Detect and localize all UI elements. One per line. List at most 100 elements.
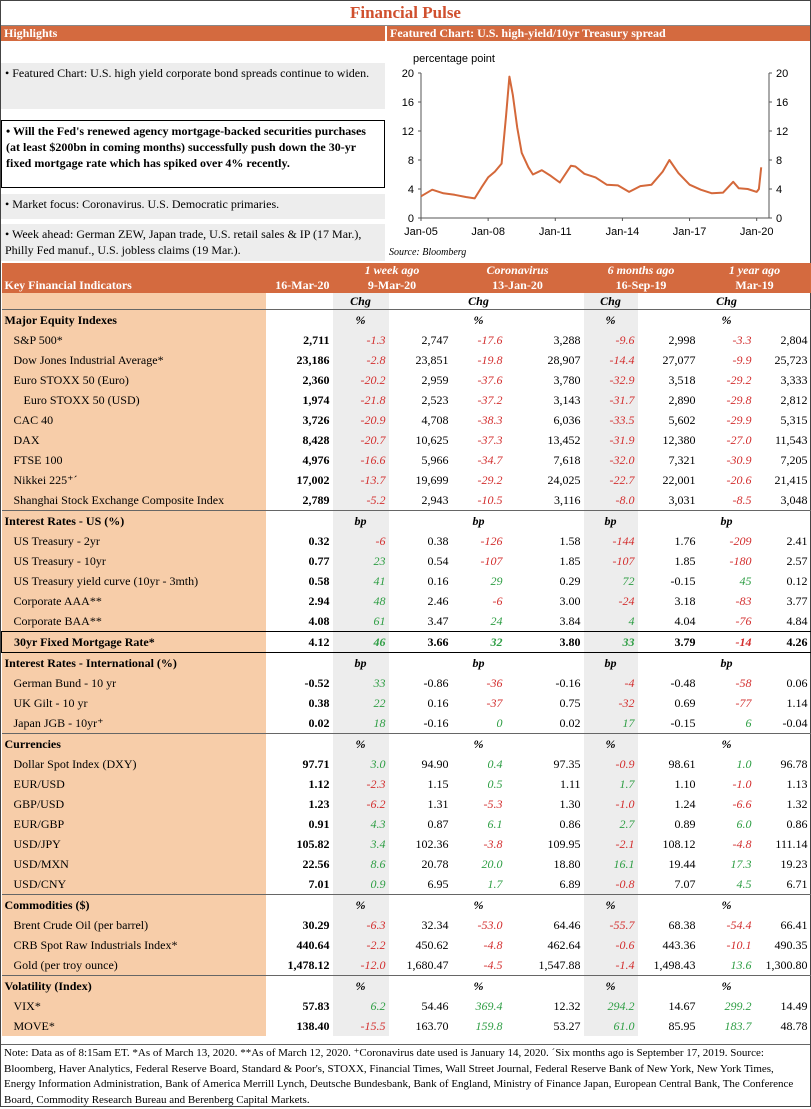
change-value: 20.0	[481, 856, 503, 871]
blank	[754, 894, 811, 915]
indicator-label: UK Gilt - 10 yr	[1, 693, 266, 713]
highlights-panel: • Featured Chart: U.S. high yield corpor…	[1, 41, 385, 261]
change-value: 45	[739, 573, 752, 588]
past-value: -0.48	[670, 675, 696, 690]
label-blank	[1, 293, 266, 310]
highlight-item: • Week ahead: German ZEW, Japan trade, U…	[1, 224, 385, 261]
past-value: 3.79	[637, 631, 699, 653]
indicator-label: US Treasury yield curve (10yr - 3mth)	[1, 571, 266, 591]
current-value: 8,428	[302, 432, 330, 447]
change-value: -0.8	[583, 874, 638, 895]
past-value: 1.85	[559, 553, 581, 568]
blank	[389, 293, 452, 310]
featured-chart-header: Featured Chart: U.S. high-yield/10yr Tre…	[387, 26, 810, 41]
change-value: -5.2	[332, 490, 389, 511]
past-value: 85.95	[668, 1018, 696, 1033]
past-value: 22,001	[662, 472, 696, 487]
change-value: -20.2	[332, 370, 389, 390]
change-value: 0.9	[332, 874, 389, 895]
past-value: 0.87	[427, 816, 449, 831]
past-value: 102.36	[415, 836, 449, 851]
blank	[505, 510, 584, 531]
blank	[754, 309, 811, 330]
change-value: -29.9	[726, 412, 752, 427]
unit-label: bp	[451, 510, 506, 531]
indicator-label: VIX*	[1, 996, 266, 1016]
change-value: 33	[332, 673, 389, 693]
past-value: 2,804	[780, 332, 808, 347]
indicator-label: Euro STOXX 50 (USD)	[1, 390, 266, 410]
column-date: 16-Mar-20	[265, 278, 333, 293]
unit-label: bp	[698, 510, 755, 531]
y-tick-label: 0	[408, 213, 414, 225]
unit-label: %	[583, 309, 638, 330]
unit-label: %	[698, 733, 755, 754]
current-value: 1,478.12	[287, 957, 330, 972]
blank	[265, 510, 333, 531]
change-value: 33	[583, 631, 638, 653]
past-value: 24,025	[547, 472, 581, 487]
y-tick-label-right: 20	[776, 68, 788, 80]
past-value: 6.71	[786, 876, 808, 891]
x-tick-label: Jan-11	[539, 226, 572, 238]
change-value: -33.5	[583, 410, 638, 430]
unit-label: %	[698, 894, 755, 915]
blank	[638, 293, 699, 310]
past-value: 6,036	[553, 412, 581, 427]
current-value: 22.56	[302, 856, 330, 871]
indicator-label: CRB Spot Raw Industrials Index*	[1, 935, 266, 955]
y-tick-label-right: 4	[776, 184, 782, 196]
change-value: 1.7	[487, 876, 503, 891]
change-value: -4.8	[732, 836, 752, 851]
change-value: 18	[332, 713, 389, 734]
x-tick-label: Jan-05	[404, 226, 438, 238]
change-value: -37.3	[477, 432, 503, 447]
current-value: 4.12	[265, 631, 333, 653]
spread-line-chart: 0 0 4 4 8 8 12 12 16 16 20 20 Jan-05 Jan-08 Jan-11 Jan-…	[387, 41, 810, 261]
past-value: 25,723	[774, 352, 808, 367]
blank	[637, 510, 699, 531]
change-value: -6	[332, 531, 389, 551]
unit-label: %	[583, 975, 638, 996]
page-title: Financial Pulse	[1, 1, 810, 26]
past-value: 443.36	[662, 937, 696, 952]
change-value: -31.9	[583, 430, 638, 450]
past-value: 53.27	[553, 1018, 581, 1033]
blank	[637, 652, 699, 673]
change-value: -29.2	[726, 372, 752, 387]
past-value: 3.18	[674, 593, 696, 608]
past-value: 1.13	[786, 776, 808, 791]
x-tick-label: Jan-14	[606, 226, 640, 238]
chg-label: Chg	[468, 293, 489, 308]
past-value: 4.26	[754, 631, 811, 653]
past-value: 3.77	[786, 593, 808, 608]
past-value: 1.32	[786, 796, 808, 811]
blank	[265, 309, 333, 330]
change-value: -14.4	[583, 350, 638, 370]
past-value: 11,543	[774, 432, 808, 447]
x-tick-label: Jan-08	[471, 226, 505, 238]
current-value: 2,360	[302, 372, 330, 387]
highlight-item-bold: • Will the Fed's renewed agency mortgage…	[1, 120, 385, 188]
past-value: 0.06	[786, 675, 808, 690]
change-value: 22	[332, 693, 389, 713]
unit-label: bp	[583, 510, 638, 531]
blank	[637, 309, 699, 330]
past-value: 18.80	[553, 856, 581, 871]
change-value: -6.3	[332, 915, 389, 935]
past-value: 0.86	[786, 816, 808, 831]
indicator-label: USD/JPY	[1, 834, 266, 854]
current-value: 0.91	[308, 816, 330, 831]
past-value: 2.46	[427, 593, 449, 608]
unit-label: %	[332, 894, 389, 915]
past-value: 1,547.88	[538, 957, 581, 972]
unit-label: %	[583, 894, 638, 915]
blank	[754, 975, 811, 996]
column-top-label: Coronavirus	[451, 263, 584, 278]
chart-source: Source: Bloomberg	[389, 247, 466, 258]
past-value: 19,699	[415, 472, 449, 487]
key-financial-indicators: 1 week ago Coronavirus 6 months ago 1 year …	[1, 263, 811, 1036]
change-value: 61.0	[583, 1016, 638, 1036]
y-tick-label: 4	[408, 184, 414, 196]
blank	[505, 309, 584, 330]
